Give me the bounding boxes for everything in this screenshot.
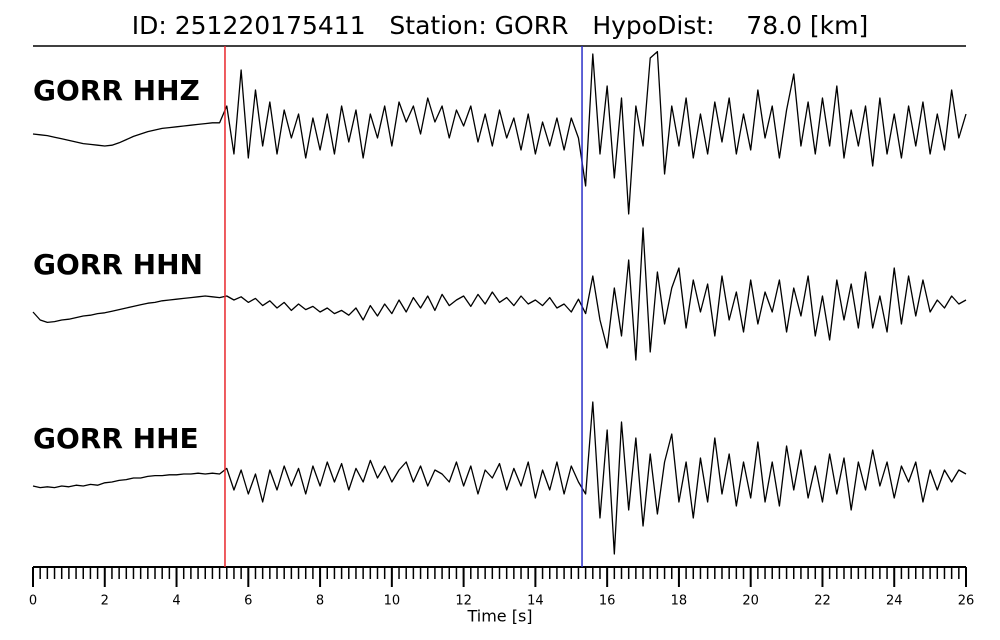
x-tick-label: 0: [29, 594, 37, 609]
x-tick-label: 16: [599, 594, 616, 609]
x-tick-label: 18: [671, 594, 688, 609]
chart-title: ID: 251220175411 Station: GORR HypoDist:…: [132, 11, 869, 40]
trace-label: GORR HHE: [33, 422, 199, 455]
x-tick-label: 6: [244, 594, 252, 609]
x-tick-label: 20: [742, 594, 759, 609]
x-axis-label: Time [s]: [466, 607, 532, 626]
x-tick-label: 4: [172, 594, 180, 609]
x-tick-label: 12: [455, 594, 472, 609]
x-tick-label: 8: [316, 594, 324, 609]
waveform: [32, 401, 967, 555]
x-tick-label: 22: [814, 594, 831, 609]
trace-label: GORR HHN: [33, 248, 203, 281]
x-tick-label: 10: [384, 594, 401, 609]
x-tick-label: 26: [958, 594, 975, 609]
x-tick-label: 24: [886, 594, 903, 609]
waveform: [32, 50, 967, 215]
trace-label: GORR HHZ: [33, 74, 200, 107]
x-tick-label: 14: [527, 594, 544, 609]
x-tick-label: 2: [101, 594, 109, 609]
waveform: [32, 227, 967, 361]
